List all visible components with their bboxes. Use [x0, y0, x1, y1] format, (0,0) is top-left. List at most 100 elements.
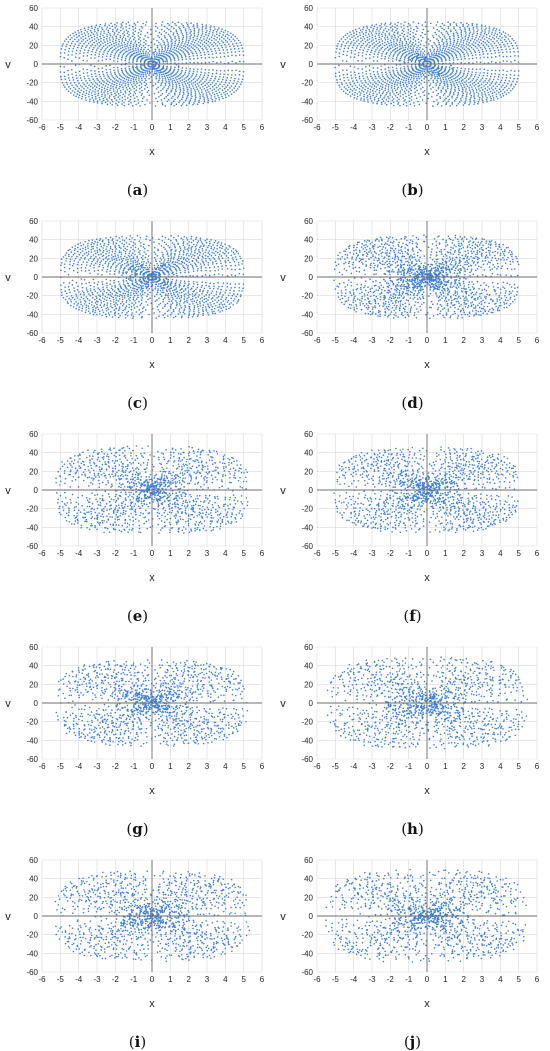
y-tick-label: -40	[301, 97, 313, 106]
data-point	[490, 73, 493, 75]
data-point	[390, 79, 393, 81]
data-point	[177, 66, 180, 69]
data-point	[188, 254, 190, 257]
data-point	[442, 100, 445, 103]
data-point	[189, 309, 191, 311]
data-point	[137, 268, 139, 271]
data-point	[443, 35, 446, 38]
data-point	[226, 84, 229, 87]
data-point	[175, 238, 177, 241]
data-point	[225, 46, 227, 48]
data-point	[215, 82, 217, 85]
data-point	[130, 258, 132, 260]
data-point	[118, 31, 120, 34]
data-point	[138, 84, 141, 87]
data-point	[481, 89, 484, 91]
data-point	[174, 261, 177, 263]
data-point	[461, 88, 464, 91]
data-point	[132, 32, 134, 34]
data-point	[140, 242, 142, 244]
data-point	[390, 75, 393, 77]
axes	[317, 8, 537, 120]
data-point	[134, 284, 136, 287]
data-point	[219, 69, 222, 72]
data-point	[135, 103, 137, 106]
data-point	[228, 82, 230, 84]
data-point	[98, 310, 101, 312]
data-point	[415, 86, 417, 89]
data-point	[73, 298, 76, 301]
data-point	[221, 89, 224, 92]
data-point	[108, 252, 110, 254]
data-point	[458, 101, 461, 103]
data-point	[75, 282, 78, 284]
data-point	[88, 250, 90, 253]
data-point	[215, 262, 218, 265]
data-point	[179, 282, 182, 284]
data-point	[73, 290, 76, 292]
data-point	[460, 33, 463, 36]
data-point	[200, 54, 202, 57]
data-point	[429, 48, 431, 51]
data-point	[163, 50, 165, 53]
data-point	[64, 78, 67, 81]
data-point	[71, 264, 74, 267]
data-point	[128, 298, 130, 300]
data-point	[481, 77, 484, 79]
data-point	[129, 48, 132, 51]
data-point	[230, 48, 232, 50]
data-point	[402, 30, 405, 33]
data-point	[174, 40, 177, 43]
data-point	[166, 67, 168, 69]
data-point	[192, 239, 195, 242]
data-point	[404, 48, 407, 51]
data-point	[230, 40, 232, 43]
data-point	[486, 82, 489, 84]
data-point	[158, 75, 161, 78]
data-point	[122, 249, 125, 252]
data-point	[480, 24, 483, 26]
data-point	[184, 49, 187, 51]
data-point	[175, 304, 178, 307]
data-point	[136, 265, 138, 268]
data-point	[174, 22, 176, 25]
data-point	[391, 50, 394, 52]
data-point	[100, 40, 102, 43]
data-point	[186, 82, 189, 84]
data-point	[110, 310, 112, 313]
data-point	[391, 30, 393, 32]
data-point	[85, 85, 87, 88]
data-point	[164, 105, 167, 107]
data-point	[234, 35, 237, 38]
data-point	[232, 34, 234, 36]
data-point	[494, 83, 497, 85]
data-point	[354, 91, 356, 94]
data-point	[406, 75, 409, 78]
data-point	[357, 39, 360, 41]
data-point	[202, 76, 205, 78]
data-point	[178, 292, 181, 294]
data-point	[222, 251, 224, 254]
data-point	[211, 308, 213, 311]
data-point	[167, 87, 169, 90]
data-point	[473, 103, 475, 105]
data-point	[176, 303, 178, 306]
data-point	[140, 75, 142, 78]
data-point	[132, 48, 134, 50]
data-point	[195, 86, 198, 88]
data-point	[197, 256, 199, 258]
data-point	[417, 44, 420, 47]
data-point	[147, 293, 149, 296]
data-point	[407, 38, 410, 41]
data-point	[63, 66, 65, 68]
data-point	[139, 33, 142, 36]
data-point	[189, 253, 192, 255]
data-point	[83, 258, 86, 260]
data-point	[477, 29, 479, 31]
data-point	[447, 95, 449, 98]
data-point	[129, 46, 132, 49]
data-point	[92, 48, 94, 51]
data-point	[224, 260, 226, 262]
data-point	[135, 86, 138, 88]
data-point	[164, 248, 166, 250]
